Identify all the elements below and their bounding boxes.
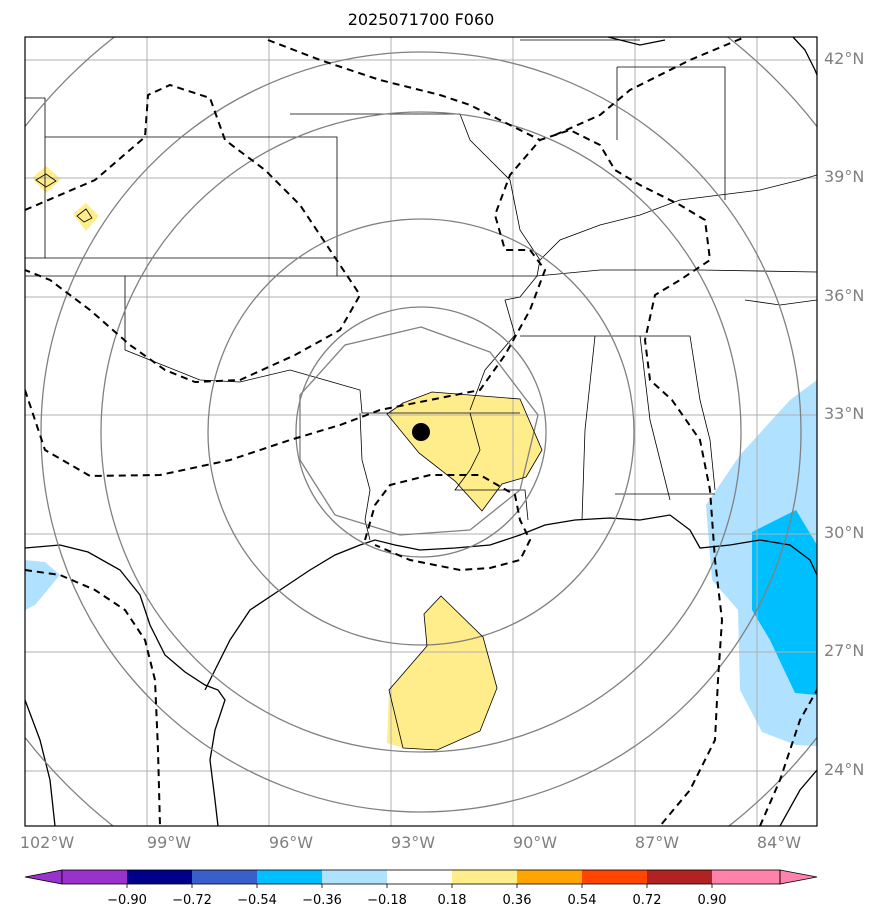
map-title: 2025071700 F060 xyxy=(347,10,495,29)
lat-label: 33°N xyxy=(824,404,865,423)
lon-label: 93°W xyxy=(390,833,436,852)
colorbar-tick-label: 0.90 xyxy=(697,893,727,908)
colorbar-tick-label: 0.72 xyxy=(632,893,662,908)
lon-label: 87°W xyxy=(634,833,680,852)
colorbar xyxy=(24,869,818,888)
lat-label: 27°N xyxy=(824,641,865,660)
colorbar-tick-label: −0.54 xyxy=(237,893,277,908)
shaded-field-negative xyxy=(25,380,817,746)
shaded-field-positive xyxy=(32,166,542,750)
colorbar-tick-label: 0.54 xyxy=(567,893,597,908)
thin-contours xyxy=(35,173,543,751)
lat-label: 30°N xyxy=(824,523,865,542)
lat-label: 24°N xyxy=(824,760,865,779)
map-frame xyxy=(24,36,818,827)
colorbar-tick-label: −0.72 xyxy=(172,893,212,908)
lat-label: 42°N xyxy=(824,49,865,68)
lon-label: 96°W xyxy=(268,833,314,852)
lon-label: 99°W xyxy=(146,833,192,852)
lon-label: 90°W xyxy=(512,833,558,852)
location-marker xyxy=(412,423,430,441)
colorbar-tick-label: −0.36 xyxy=(302,893,342,908)
colorbar-tick-label: 0.36 xyxy=(502,893,532,908)
colorbar-tick-label: 0.18 xyxy=(437,893,467,908)
state-borders xyxy=(25,39,817,541)
lon-label: 84°W xyxy=(756,833,802,852)
colorbar-tick-label: −0.18 xyxy=(367,893,407,908)
colorbar-tick-label: −0.90 xyxy=(107,893,147,908)
lat-label: 36°N xyxy=(824,286,865,305)
lat-label: 39°N xyxy=(824,167,865,186)
dashed-contours xyxy=(25,37,817,826)
lon-label: 102°W xyxy=(19,833,75,852)
